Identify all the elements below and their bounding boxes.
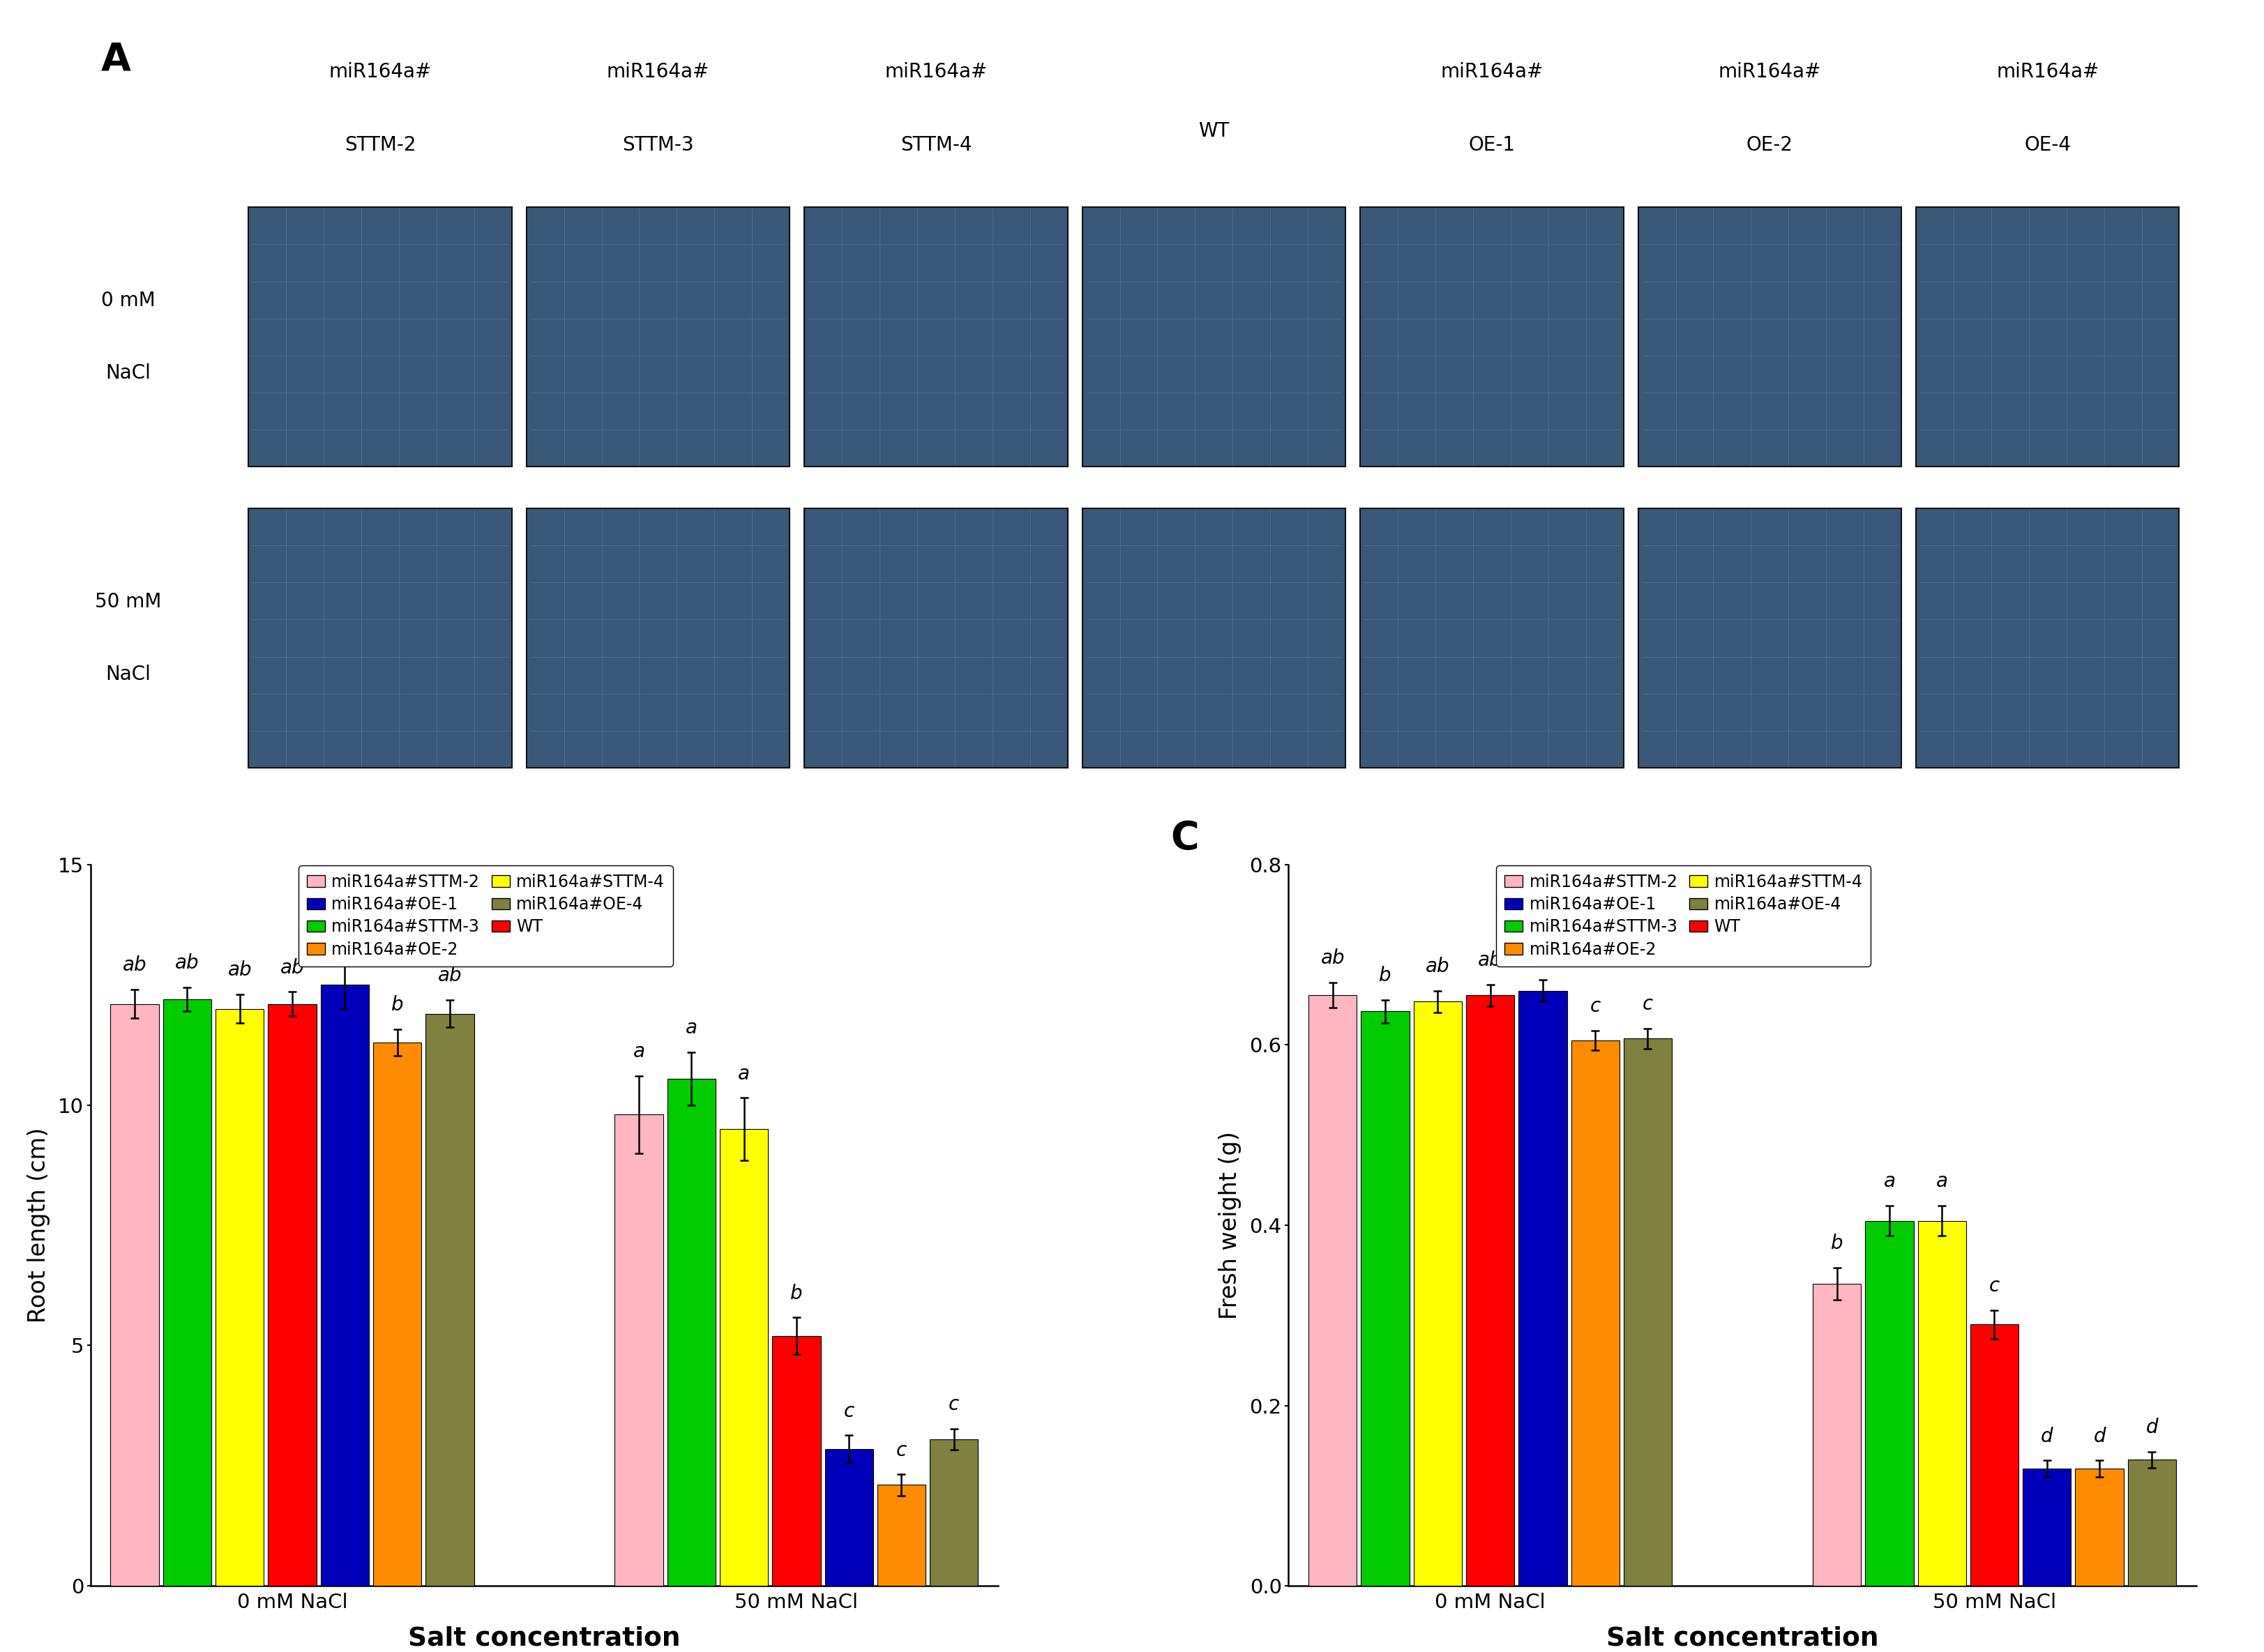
Bar (1639, 509, 1902, 768)
Bar (1866, 1221, 1913, 1586)
Bar (720, 1128, 767, 1586)
Text: ab: ab (437, 966, 462, 986)
Bar (772, 1336, 820, 1586)
Text: ab: ab (281, 958, 303, 978)
Text: OE-2: OE-2 (1746, 135, 1793, 155)
Text: a: a (686, 1018, 697, 1037)
Bar (2022, 1469, 2072, 1586)
Y-axis label: Root length (cm): Root length (cm) (27, 1127, 50, 1323)
Bar (804, 206, 1069, 468)
Text: a: a (1884, 1171, 1895, 1191)
Text: a: a (738, 1064, 749, 1084)
Text: STTM-2: STTM-2 (344, 135, 417, 155)
Bar (1970, 1325, 2019, 1586)
Text: a: a (634, 1042, 645, 1062)
Bar (1361, 1011, 1408, 1586)
Bar (1413, 1001, 1463, 1586)
Text: ab: ab (1426, 957, 1449, 976)
Text: a: a (1537, 947, 1549, 965)
Text: OE-4: OE-4 (2024, 135, 2072, 155)
Text: miR164a#: miR164a# (1997, 63, 2099, 83)
Bar (824, 1449, 874, 1586)
X-axis label: Salt concentration: Salt concentration (408, 1626, 681, 1650)
Text: miR164a#: miR164a# (1440, 63, 1544, 83)
Bar (1813, 1284, 1861, 1586)
Bar (2076, 1469, 2124, 1586)
Text: miR164a#: miR164a# (1718, 63, 1820, 83)
Text: ab: ab (1320, 948, 1345, 968)
Bar (163, 999, 211, 1586)
Bar (1915, 509, 2180, 768)
Text: a: a (1936, 1171, 1947, 1191)
Bar (249, 206, 512, 468)
Text: C: C (1170, 819, 1200, 857)
Bar (111, 1004, 158, 1586)
Text: ab: ab (122, 955, 147, 975)
Bar (1082, 206, 1345, 468)
Bar (215, 1009, 265, 1586)
Bar (249, 509, 512, 768)
Text: WT: WT (1198, 122, 1229, 140)
Bar (668, 1079, 715, 1586)
Bar (374, 1042, 421, 1586)
Bar (616, 1115, 663, 1586)
Bar (528, 206, 790, 468)
Bar (1309, 995, 1356, 1586)
Y-axis label: Fresh weight (g): Fresh weight (g) (1218, 1132, 1241, 1320)
Bar (1571, 1041, 1619, 1586)
Text: ab: ab (229, 960, 251, 980)
Bar (2128, 1460, 2176, 1586)
Text: c: c (897, 1441, 908, 1460)
Text: OE-1: OE-1 (1469, 135, 1515, 155)
Text: ab: ab (1478, 950, 1503, 970)
Bar (1519, 991, 1567, 1586)
Text: a: a (340, 927, 351, 947)
Bar (1361, 206, 1623, 468)
Bar (321, 985, 369, 1586)
Text: miR164a#: miR164a# (607, 63, 709, 83)
Text: d: d (2040, 1427, 2053, 1446)
Text: NaCl: NaCl (106, 664, 152, 684)
Bar (1639, 206, 1902, 468)
Text: d: d (2094, 1427, 2106, 1446)
Bar (1915, 206, 2180, 468)
Text: c: c (1589, 996, 1601, 1016)
Text: 50 mM: 50 mM (95, 591, 161, 611)
Bar (426, 1014, 473, 1586)
Text: c: c (949, 1394, 960, 1414)
Bar (1918, 1221, 1965, 1586)
Bar (1623, 1039, 1671, 1586)
Text: b: b (392, 995, 403, 1014)
Text: miR164a#: miR164a# (328, 63, 432, 83)
Legend: miR164a#STTM-2, miR164a#OE-1, miR164a#STTM-3, miR164a#OE-2, miR164a#STTM-4, miR1: miR164a#STTM-2, miR164a#OE-1, miR164a#ST… (1497, 866, 1870, 966)
Text: STTM-3: STTM-3 (623, 135, 693, 155)
Text: b: b (1832, 1234, 1843, 1254)
Text: miR164a#: miR164a# (885, 63, 987, 83)
Bar (804, 509, 1069, 768)
Text: NaCl: NaCl (106, 363, 152, 383)
Bar (1361, 509, 1623, 768)
Text: c: c (1641, 995, 1653, 1014)
Text: STTM-4: STTM-4 (901, 135, 971, 155)
Text: ab: ab (174, 953, 199, 973)
Text: d: d (2146, 1417, 2158, 1437)
Text: b: b (1379, 966, 1392, 985)
X-axis label: Salt concentration: Salt concentration (1605, 1626, 1879, 1650)
Legend: miR164a#STTM-2, miR164a#OE-1, miR164a#STTM-3, miR164a#OE-2, miR164a#STTM-4, miR1: miR164a#STTM-2, miR164a#OE-1, miR164a#ST… (299, 866, 672, 966)
Bar (267, 1004, 317, 1586)
Text: c: c (1990, 1275, 1999, 1295)
Text: c: c (844, 1401, 854, 1421)
Bar (878, 1485, 926, 1586)
Bar (1082, 509, 1345, 768)
Text: A: A (102, 41, 131, 78)
Bar (528, 509, 790, 768)
Bar (931, 1439, 978, 1586)
Text: b: b (790, 1284, 801, 1303)
Bar (1467, 995, 1515, 1586)
Text: 0 mM: 0 mM (102, 291, 156, 311)
